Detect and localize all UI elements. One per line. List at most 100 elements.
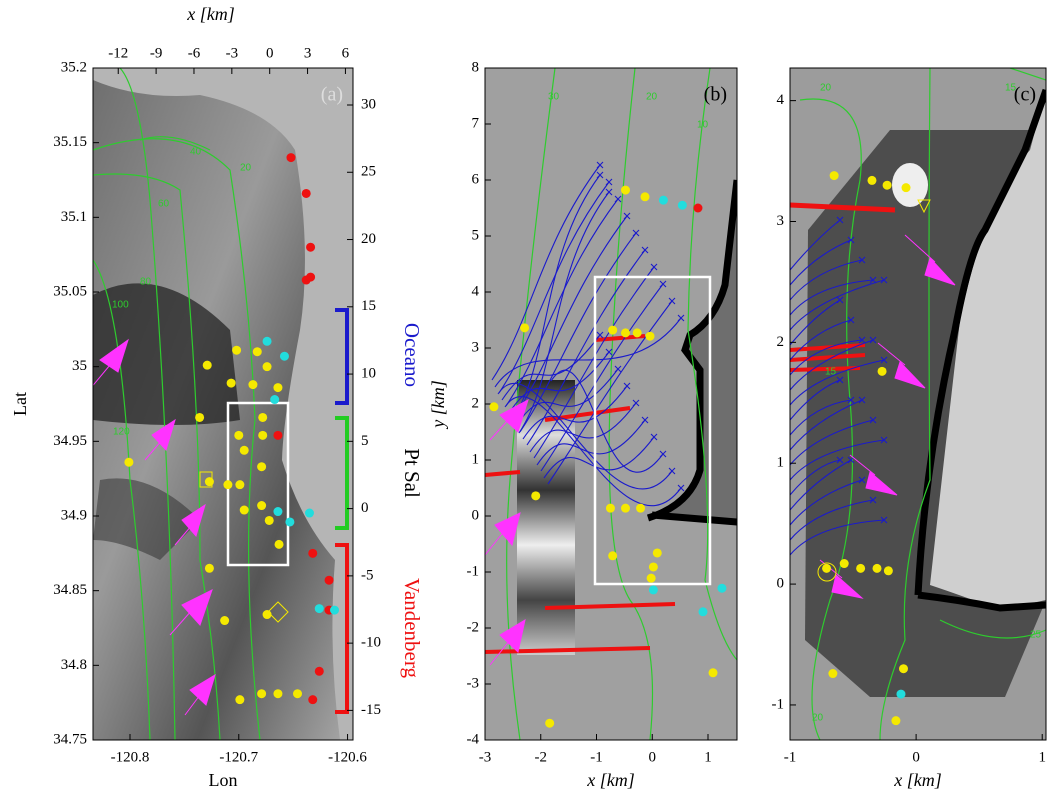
point [265, 516, 274, 525]
point [306, 273, 315, 282]
point [822, 564, 831, 573]
x-axis-label: x [km] [586, 770, 635, 790]
y-tick-label: 35.05 [53, 283, 87, 299]
y2-tick-label: -10 [361, 635, 381, 651]
x-tick-label: -1 [784, 749, 797, 765]
point [867, 176, 876, 185]
point [884, 566, 893, 575]
y2-tick-label: 25 [361, 164, 376, 180]
point [891, 716, 900, 725]
point [606, 504, 615, 513]
point [709, 668, 718, 677]
point [717, 584, 726, 593]
x-tick-label: -120.8 [111, 749, 150, 765]
point [258, 413, 267, 422]
point [234, 431, 243, 440]
point [545, 719, 554, 728]
point [195, 413, 204, 422]
y-tick-label: 35.15 [53, 134, 87, 150]
point [280, 352, 289, 361]
panel-b-image [485, 68, 737, 740]
x-tick-label: -120.6 [328, 749, 367, 765]
point [263, 362, 272, 371]
point [263, 337, 272, 346]
y-axis-label: y [km] [428, 380, 448, 430]
y-tick-label: 1 [777, 455, 785, 471]
point [633, 328, 642, 337]
point [305, 509, 314, 518]
point [693, 204, 702, 213]
point [235, 695, 244, 704]
point [248, 380, 257, 389]
contour-label: 20 [646, 92, 658, 103]
x-axis-label: x [km] [893, 770, 942, 790]
y-tick-label: 35 [72, 358, 87, 374]
point [240, 506, 249, 515]
panel-a-image [85, 68, 353, 740]
y-tick-label: -1 [772, 696, 785, 712]
y-tick-label: 0 [472, 507, 480, 523]
x2-tick-label: 6 [342, 45, 350, 61]
point [258, 431, 267, 440]
point [608, 551, 617, 560]
point [240, 446, 249, 455]
point [330, 606, 339, 615]
x2-tick-label: -6 [188, 45, 201, 61]
point [489, 402, 498, 411]
x-tick-label: 0 [649, 749, 657, 765]
point [520, 323, 529, 332]
point [232, 346, 241, 355]
x2-tick-label: -9 [150, 45, 163, 61]
point [257, 689, 266, 698]
point [203, 361, 212, 370]
point [302, 189, 311, 198]
x-tick-label: -3 [479, 749, 492, 765]
y-tick-label: -1 [467, 563, 480, 579]
figure: -120.8-120.7-120.634.7534.834.8534.934.9… [0, 0, 1050, 794]
point [653, 548, 662, 557]
x2-tick-label: -3 [226, 45, 239, 61]
point [621, 504, 630, 513]
point [678, 201, 687, 210]
point [840, 559, 849, 568]
point [636, 504, 645, 513]
y-tick-label: 1 [472, 451, 480, 467]
point [315, 604, 324, 613]
y-tick-label: -4 [467, 731, 480, 747]
y-tick-label: 34.95 [53, 433, 87, 449]
y-tick-label: 3 [472, 339, 480, 355]
point [883, 181, 892, 190]
point [649, 562, 658, 571]
contour-label: 120 [113, 427, 130, 438]
y-tick-label: 35.2 [61, 59, 87, 75]
region-label: Vandenberg [400, 578, 424, 678]
point [896, 690, 905, 699]
point [273, 431, 282, 440]
contour-label: 30 [548, 92, 560, 103]
region-label: Pt Sal [400, 448, 424, 498]
y-tick-label: -3 [467, 675, 480, 691]
point [902, 183, 911, 192]
y-tick-label: 35.1 [61, 209, 87, 225]
point [308, 549, 317, 558]
contour-label: 25 [1030, 630, 1042, 641]
contour-label: 15 [825, 367, 837, 378]
point [608, 326, 617, 335]
x-tick-label: -120.7 [219, 749, 258, 765]
point [235, 480, 244, 489]
point [315, 667, 324, 676]
x2-tick-label: 0 [266, 45, 274, 61]
panel-c-image [790, 68, 1046, 740]
contour-label: 100 [112, 300, 129, 311]
point [275, 540, 284, 549]
y-tick-label: 34.75 [53, 731, 87, 747]
y-tick-label: 4 [777, 92, 785, 108]
point [273, 383, 282, 392]
y2-tick-label: 5 [361, 433, 369, 449]
point [223, 480, 232, 489]
point [273, 689, 282, 698]
point [124, 458, 133, 467]
y2-tick-label: 20 [361, 231, 376, 247]
point [220, 616, 229, 625]
contour-label: 10 [697, 120, 709, 131]
